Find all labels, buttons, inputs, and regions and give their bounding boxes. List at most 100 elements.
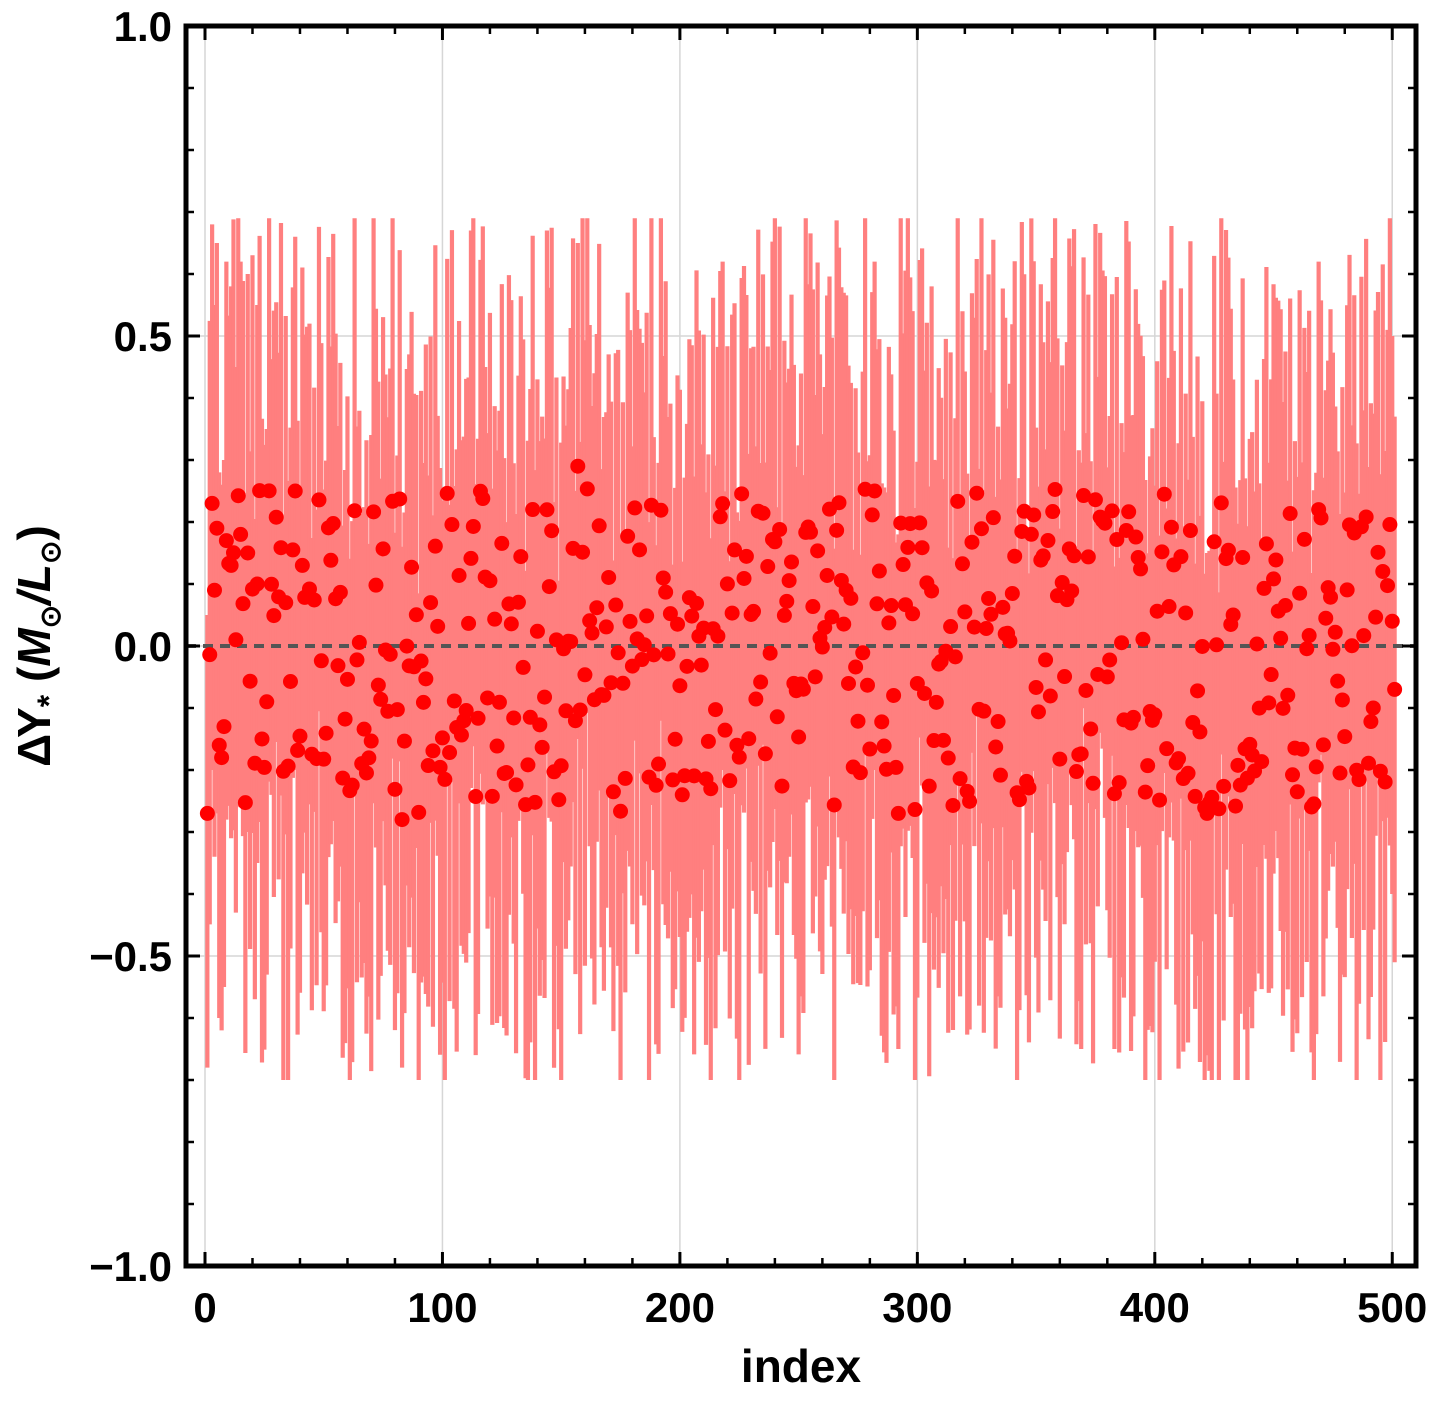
data-point [453,727,469,743]
data-point [874,714,890,730]
data-point [1315,737,1331,753]
data-point [708,702,724,718]
data-point [983,606,999,622]
data-point [458,703,474,719]
data-point [480,690,496,706]
data-point [1277,598,1293,614]
data-point [976,703,992,719]
data-point [579,481,595,497]
data-point [268,509,284,525]
data-point [952,771,968,787]
y-axis-units-close: ) [8,525,60,540]
data-point [446,693,462,709]
data-point [515,659,531,675]
data-point [1026,507,1042,523]
x-tick-label: 100 [407,1284,477,1331]
data-point [824,609,840,625]
data-point [829,522,845,538]
data-point [392,491,408,507]
data-point [1308,759,1324,775]
data-point [249,576,265,592]
data-point [905,606,921,622]
data-point [988,739,1004,755]
data-point [1002,633,1018,649]
data-point [648,777,664,793]
data-point [890,805,906,821]
data-point [292,728,308,744]
data-point [1370,544,1386,560]
data-point [413,653,429,669]
data-point [396,733,412,749]
y-tick-label: 0.0 [114,623,172,670]
data-point [888,759,904,775]
data-point [1104,503,1120,519]
data-point [613,803,629,819]
data-point [921,778,937,794]
data-point [520,757,536,773]
data-point [290,742,306,758]
data-point [463,550,479,566]
data-point [943,619,959,635]
data-point [973,521,989,537]
data-point [715,496,731,512]
data-point [1323,589,1339,605]
data-point [1163,519,1179,535]
data-point [1204,789,1220,805]
data-point [947,649,963,665]
y-tick-label: 0.5 [114,313,172,360]
data-point [1356,628,1372,644]
data-point [850,713,866,729]
data-point [985,510,1001,526]
data-point [617,770,633,786]
y-tick-label: 1.0 [114,3,172,50]
data-point [199,805,215,821]
data-point [679,658,695,674]
data-point [658,584,674,600]
data-point [570,458,586,474]
data-point [575,544,591,560]
data-point [584,625,600,641]
data-point [1028,679,1044,695]
data-point [1083,721,1099,737]
data-point [1334,692,1350,708]
data-point [840,675,856,691]
data-point [430,618,446,634]
data-point [1111,775,1127,791]
data-point [278,595,294,611]
data-point [646,647,662,663]
data-point [1102,652,1118,668]
data-point [349,652,365,668]
data-point [950,493,966,509]
data-point [734,486,750,502]
data-point [209,520,225,536]
data-point [332,584,348,600]
data-point [1023,526,1039,542]
data-point [544,523,560,539]
data-point [1318,610,1334,626]
data-point [439,485,455,501]
data-point [1121,504,1137,520]
data-point [674,787,690,803]
data-point [358,765,374,781]
data-point [1140,758,1156,774]
data-point [596,687,612,703]
data-point [1182,523,1198,539]
data-point [1344,638,1360,654]
data-point [1363,714,1379,730]
data-point [282,674,298,690]
data-point [1292,585,1308,601]
data-point [686,768,702,784]
data-point [876,738,892,754]
data-point [323,552,339,568]
data-point [529,623,545,639]
data-point [990,714,1006,730]
data-point [1125,709,1141,725]
data-point [223,557,239,573]
data-point [881,615,897,631]
data-point [871,563,887,579]
data-point [1289,784,1305,800]
data-point [954,556,970,572]
data-point [700,733,716,749]
data-point [1135,631,1151,647]
data-point [366,504,382,520]
